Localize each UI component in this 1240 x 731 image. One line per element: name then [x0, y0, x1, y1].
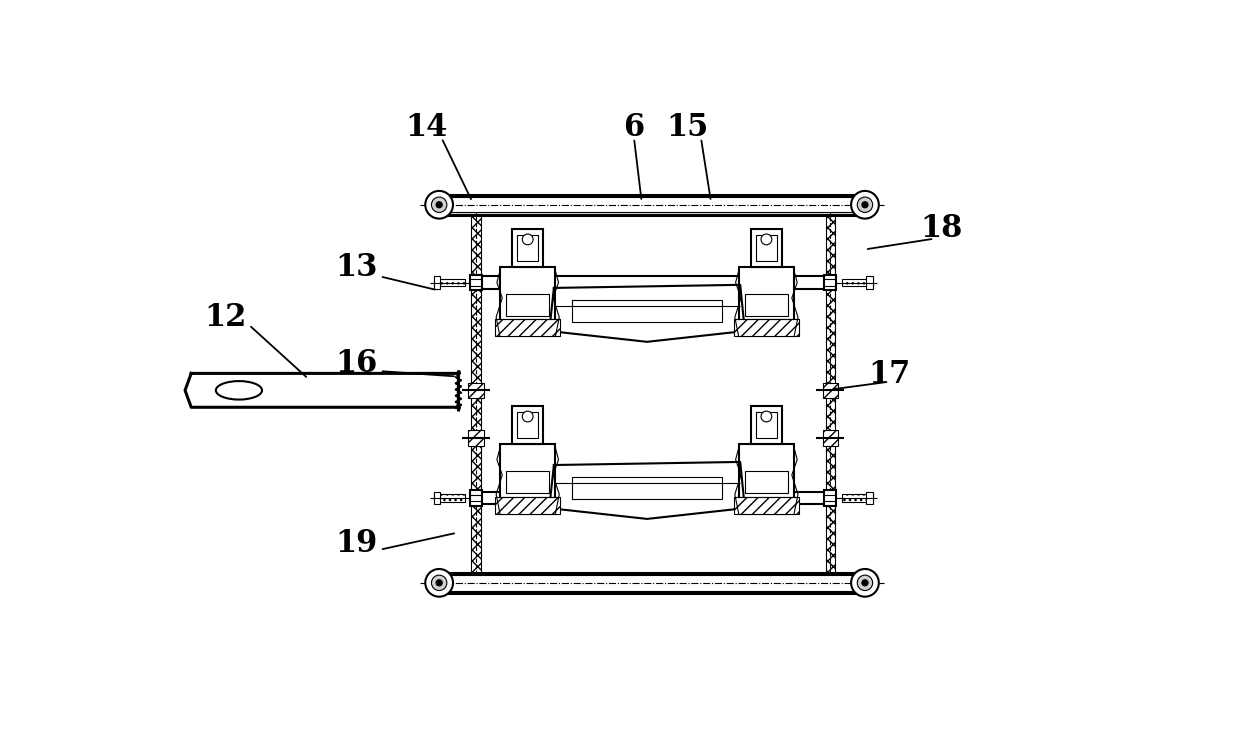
Polygon shape: [549, 462, 745, 519]
Bar: [506, 471, 549, 493]
Text: 12: 12: [205, 302, 247, 333]
Circle shape: [436, 580, 443, 586]
Bar: [734, 319, 799, 336]
Circle shape: [425, 191, 453, 219]
Bar: [739, 267, 794, 336]
Bar: [512, 406, 543, 444]
Circle shape: [761, 411, 771, 422]
Circle shape: [857, 197, 873, 213]
Text: 13: 13: [336, 251, 378, 283]
Bar: [495, 319, 560, 336]
Bar: [470, 491, 482, 506]
Circle shape: [522, 234, 533, 245]
Bar: [517, 235, 538, 261]
Bar: [439, 194, 866, 215]
Bar: [573, 477, 722, 499]
Ellipse shape: [216, 381, 262, 400]
Text: 6: 6: [624, 113, 645, 143]
Text: 19: 19: [336, 528, 378, 559]
Bar: [867, 492, 873, 504]
Bar: [470, 275, 482, 290]
Circle shape: [862, 580, 868, 586]
Circle shape: [425, 569, 453, 596]
Text: 14: 14: [405, 113, 448, 143]
Polygon shape: [185, 374, 459, 407]
Text: 18: 18: [921, 213, 963, 244]
Bar: [517, 412, 538, 438]
Circle shape: [522, 411, 533, 422]
Text: 16: 16: [336, 348, 378, 379]
Text: 17: 17: [868, 359, 910, 390]
Bar: [434, 279, 465, 287]
Bar: [434, 494, 465, 502]
Bar: [825, 275, 837, 290]
Bar: [751, 229, 781, 267]
Bar: [822, 431, 838, 446]
Bar: [434, 492, 440, 504]
Bar: [469, 382, 484, 398]
Bar: [439, 573, 866, 593]
Bar: [472, 492, 835, 504]
Circle shape: [436, 202, 443, 208]
Circle shape: [862, 202, 868, 208]
Polygon shape: [549, 285, 745, 342]
Circle shape: [761, 234, 771, 245]
Bar: [506, 294, 549, 316]
Bar: [734, 496, 799, 514]
Bar: [755, 235, 777, 261]
Circle shape: [432, 575, 446, 591]
Bar: [500, 267, 556, 336]
Bar: [500, 444, 556, 514]
Bar: [842, 494, 873, 502]
Bar: [471, 205, 481, 583]
Bar: [867, 276, 873, 289]
Bar: [573, 300, 722, 322]
Circle shape: [851, 569, 879, 596]
Bar: [439, 197, 866, 213]
Bar: [469, 431, 484, 446]
Bar: [472, 276, 835, 289]
Bar: [745, 294, 787, 316]
Text: 15: 15: [667, 113, 709, 143]
Bar: [751, 406, 781, 444]
Bar: [825, 491, 837, 506]
Bar: [755, 412, 777, 438]
Bar: [434, 276, 440, 289]
Bar: [745, 471, 787, 493]
Bar: [826, 205, 835, 583]
Bar: [822, 382, 838, 398]
Bar: [739, 444, 794, 514]
Bar: [512, 229, 543, 267]
Circle shape: [432, 197, 446, 213]
Bar: [439, 575, 866, 591]
Bar: [842, 279, 873, 287]
Circle shape: [857, 575, 873, 591]
Circle shape: [851, 191, 879, 219]
Bar: [495, 496, 560, 514]
